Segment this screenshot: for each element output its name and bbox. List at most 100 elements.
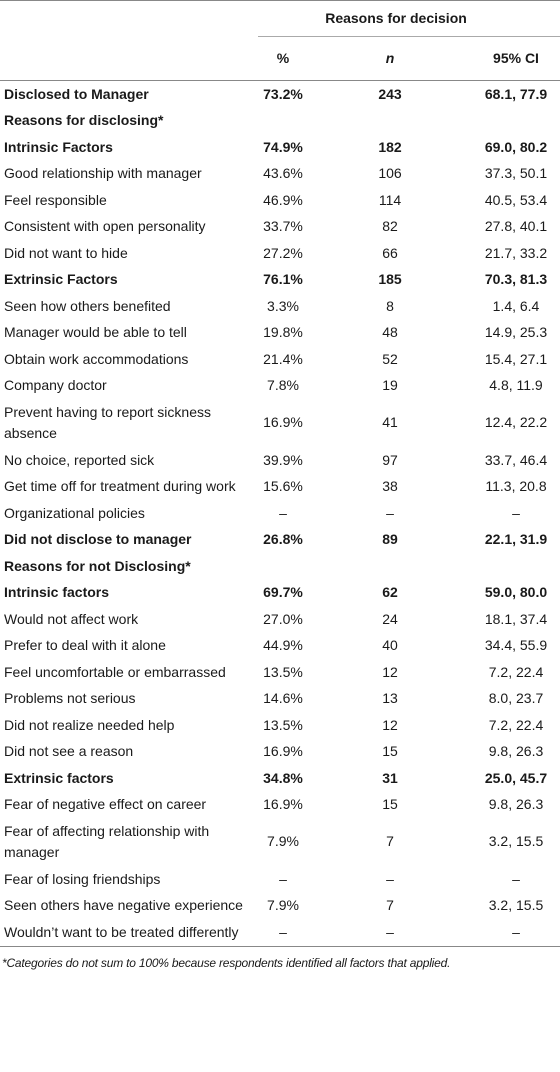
percent-cell: 7.9% xyxy=(267,833,299,850)
row-label: Seen how others benefited xyxy=(4,297,171,314)
n-cell: 66 xyxy=(382,244,398,261)
percent-cell: 69.7% xyxy=(263,584,303,600)
n-cell: 12 xyxy=(382,716,398,733)
row-label: Company doctor xyxy=(4,377,107,393)
table-row: Fear of negative effect on career 16.9% 15… xyxy=(0,792,560,819)
n-cell: 7 xyxy=(386,833,394,850)
column-header: n xyxy=(308,36,472,81)
ci-cell: 37.3, 50.1 xyxy=(484,165,548,181)
n-cell: 12 xyxy=(382,663,398,680)
row-label: No choice, reported sick xyxy=(4,451,155,468)
row-label: Fear of negative effect on career xyxy=(4,796,207,812)
ci-cell: 21.7, 33.2 xyxy=(484,244,548,261)
table-row: Wouldn’t want to be treated differently –… xyxy=(0,919,560,947)
column-header: % xyxy=(258,36,308,81)
table-row: Reasons for disclosing* xyxy=(0,108,560,135)
row-label: Consistent with open personality xyxy=(4,218,206,234)
row-label: Get time off for treatment during work xyxy=(4,478,236,494)
ci-cell: 11.3, 20.8 xyxy=(485,478,547,494)
ci-cell: 22.1, 31.9 xyxy=(484,531,548,547)
percent-cell: 39.9% xyxy=(263,451,303,468)
percent-cell: 74.9% xyxy=(263,138,303,155)
table-row: Seen how others benefited 3.3% 8 1.4, 6.4 xyxy=(0,293,560,320)
ci-cell: 68.1, 77.9 xyxy=(484,85,548,102)
percent-cell: 26.8% xyxy=(263,531,303,547)
percent-cell: 14.6% xyxy=(263,690,303,706)
n-cell: 24 xyxy=(382,610,398,627)
ci-cell: 14.9, 25.3 xyxy=(484,324,548,340)
percent-cell: 15.6% xyxy=(263,478,303,494)
ci-cell: 27.8, 40.1 xyxy=(484,218,548,234)
row-label: Manager would be able to tell xyxy=(4,324,187,340)
ci-cell: 25.0, 45.7 xyxy=(484,769,548,786)
percent-cell: – xyxy=(279,870,287,887)
n-cell: 13 xyxy=(382,690,398,706)
n-cell: 243 xyxy=(378,85,402,102)
ci-cell: 3.2, 15.5 xyxy=(488,897,544,913)
n-cell: 89 xyxy=(382,531,398,547)
n-cell: 114 xyxy=(378,191,402,208)
row-label: Reasons for disclosing* xyxy=(4,112,164,128)
ci-cell: 69.0, 80.2 xyxy=(484,138,548,155)
table-body: Disclosed to Manager 73.2% 243 68.1, 77.9 Re… xyxy=(0,81,560,947)
row-label: Fear of affecting relationship with mana… xyxy=(4,822,210,861)
percent-cell: 43.6% xyxy=(263,165,303,181)
ci-cell: 1.4, 6.4 xyxy=(492,297,540,314)
row-label: Good relationship with manager xyxy=(4,165,202,181)
row-label: Would not affect work xyxy=(4,610,139,627)
ci-cell: 7.2, 22.4 xyxy=(488,663,544,680)
n-cell: 31 xyxy=(382,769,398,786)
n-cell: 82 xyxy=(382,218,398,234)
n-cell: 15 xyxy=(382,796,398,812)
table-row: Would not affect work 27.0% 24 18.1, 37.4 xyxy=(0,606,560,633)
row-label: Prevent having to report sickness absenc… xyxy=(4,403,211,442)
percent-cell: – xyxy=(258,919,308,947)
n-cell: – xyxy=(386,870,394,887)
group-header: Reasons for decision xyxy=(258,0,560,37)
percent-cell: 13.5% xyxy=(263,716,303,733)
percent-cell: 7.8% xyxy=(267,377,299,393)
ci-cell: 34.4, 55.9 xyxy=(484,637,548,653)
percent-cell: 34.8% xyxy=(263,769,303,786)
row-label: Extrinsic factors xyxy=(4,769,114,786)
n-cell: 41 xyxy=(382,414,398,431)
table-row: Prefer to deal with it alone 44.9% 40 34.4,… xyxy=(0,633,560,660)
percent-cell: 3.3% xyxy=(267,297,299,314)
row-label: Did not disclose to manager xyxy=(4,531,192,547)
ci-cell: 33.7, 46.4 xyxy=(484,451,548,468)
ci-cell xyxy=(472,553,560,580)
footnote: *Categories do not sum to 100% because r… xyxy=(2,955,451,970)
row-label: Seen others have negative experience xyxy=(4,897,243,913)
row-label: Did not see a reason xyxy=(4,743,134,759)
n-cell: 48 xyxy=(382,324,398,340)
row-label: Feel responsible xyxy=(4,191,107,208)
n-cell: 15 xyxy=(382,743,398,759)
table-row: Feel uncomfortable or embarrassed 13.5% 12… xyxy=(0,659,560,686)
ci-cell: 59.0, 80.0 xyxy=(484,584,548,600)
ci-cell: 15.4, 27.1 xyxy=(484,350,548,367)
table-row: Fear of losing friendships – – – xyxy=(0,866,560,893)
percent-cell: 27.2% xyxy=(263,244,303,261)
table-row: Consistent with open personality 33.7% 82 2… xyxy=(0,214,560,241)
percent-cell: 16.9% xyxy=(263,414,303,431)
table-row: Did not see a reason 16.9% 15 9.8, 26.3 xyxy=(0,739,560,766)
n-cell xyxy=(308,108,472,135)
ci-cell: 70.3, 81.3 xyxy=(484,271,548,287)
table-row: Intrinsic factors 69.7% 62 59.0, 80.0 xyxy=(0,580,560,607)
ci-cell: 9.8, 26.3 xyxy=(488,796,544,812)
n-cell: 40 xyxy=(382,637,398,653)
row-label: Prefer to deal with it alone xyxy=(4,637,166,653)
row-label: Organizational policies xyxy=(4,504,145,521)
ci-cell: 40.5, 53.4 xyxy=(484,191,548,208)
ci-cell: – xyxy=(472,919,560,947)
table-row: Did not disclose to manager 26.8% 89 22.1, … xyxy=(0,527,560,554)
table-row: Did not realize needed help 13.5% 12 7.2, 2… xyxy=(0,712,560,739)
n-cell: 97 xyxy=(382,451,398,468)
table-row: Get time off for treatment during work 15… xyxy=(0,474,560,501)
n-cell xyxy=(308,553,472,580)
corner xyxy=(0,36,258,81)
corner xyxy=(0,0,258,37)
table-row: Obtain work accommodations 21.4% 52 15.4, 2… xyxy=(0,346,560,373)
row-label: Obtain work accommodations xyxy=(4,350,189,367)
row-label: Intrinsic Factors xyxy=(4,138,113,155)
